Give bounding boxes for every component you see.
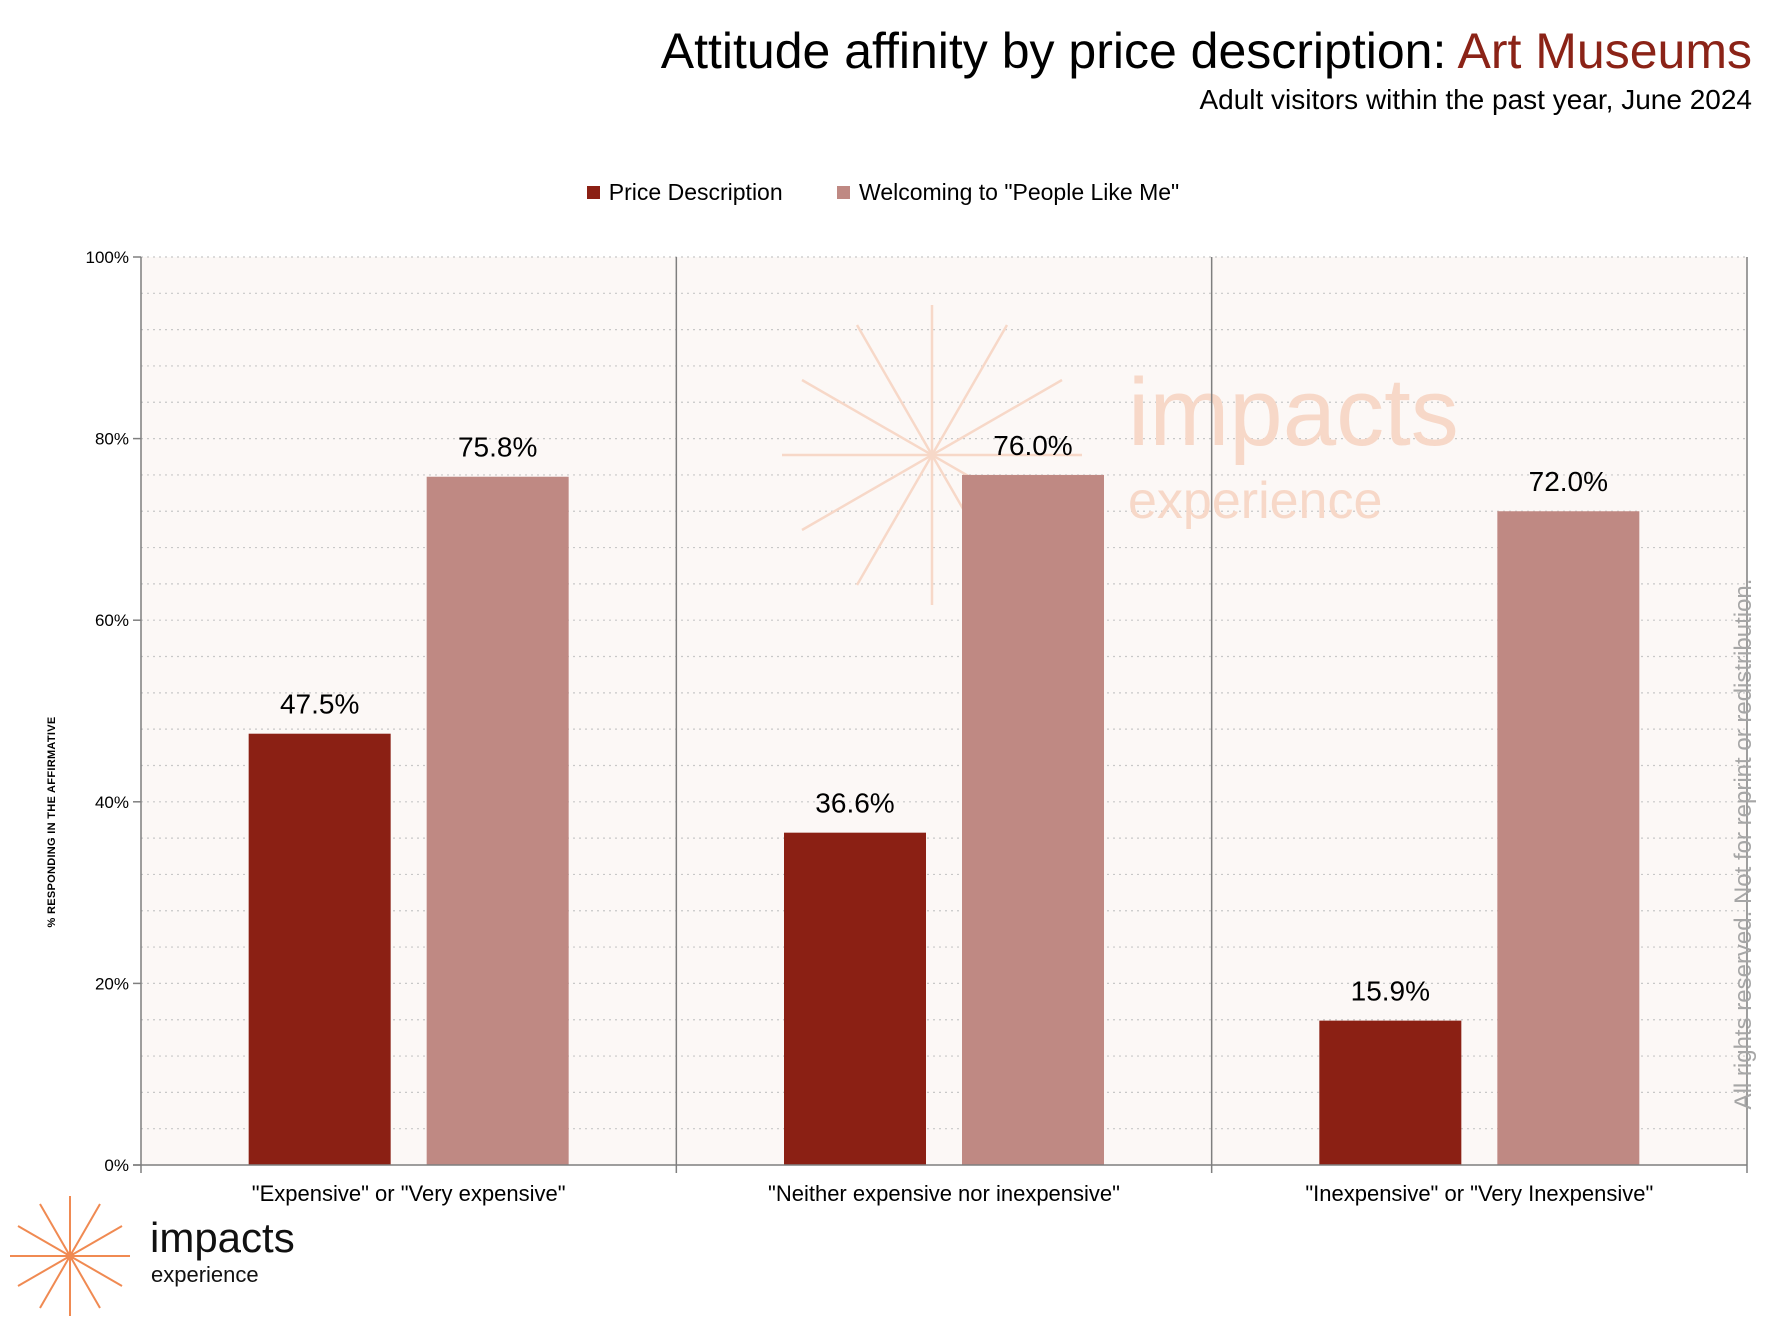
legend-label-price-description: Price Description (608, 179, 783, 206)
data-label: 72.0% (1529, 466, 1608, 497)
x-category-labels: "Expensive" or "Very expensive" "Neither … (252, 1181, 1654, 1206)
data-label: 36.6% (815, 788, 894, 819)
watermark-sub-text: experience (1128, 472, 1382, 530)
bar (962, 474, 1104, 1165)
legend-item-price-description: Price Description (586, 179, 783, 206)
bar (1319, 1020, 1462, 1165)
category-dividers (675, 257, 1213, 1173)
chart-title: Attitude affinity by price description: … (661, 22, 1752, 80)
starburst-icon (10, 1196, 130, 1316)
axes (133, 256, 1748, 1173)
legend-label-welcoming: Welcoming to "People Like Me" (859, 179, 1180, 206)
y-tick-label: 80% (95, 430, 129, 449)
chart-title-highlight: Art Museums (1457, 23, 1752, 79)
gridlines (141, 256, 1747, 1130)
watermark-main-text: impacts (1128, 359, 1459, 466)
bar (1497, 511, 1640, 1165)
y-axis-label: % RESPONDING IN THE AFFIRMATIVE (46, 716, 58, 928)
y-tick-label: 0% (104, 1156, 129, 1175)
legend-swatch-welcoming (837, 185, 851, 199)
x-category-label: "Expensive" or "Very expensive" (252, 1181, 566, 1206)
y-tick-label: 100% (86, 248, 129, 267)
x-category-label: "Neither expensive nor inexpensive" (768, 1181, 1120, 1206)
watermark: impacts experience (782, 305, 1459, 605)
bar (248, 733, 391, 1165)
y-tick-label: 60% (95, 611, 129, 630)
bars (248, 474, 1640, 1166)
legend-item-welcoming: Welcoming to "People Like Me" (837, 179, 1179, 206)
data-label: 15.9% (1351, 976, 1430, 1007)
data-label: 75.8% (458, 432, 537, 463)
logo-subtext: experience (151, 1262, 259, 1287)
y-tick-label: 20% (95, 974, 129, 993)
chart-title-prefix: Attitude affinity by price description: (660, 23, 1458, 79)
logo-text: impacts (150, 1214, 295, 1261)
plot-background (141, 257, 1747, 1165)
legend-swatch-price-description (586, 185, 600, 199)
data-label: 47.5% (280, 689, 359, 720)
y-tick-labels: 0% 20% 40% 60% 80% 100% (86, 248, 129, 1175)
x-category-label: "Inexpensive" or "Very Inexpensive" (1305, 1181, 1653, 1206)
rights-notice: All rights reserved. Not for reprint or … (1730, 578, 1757, 1110)
bar (426, 476, 569, 1166)
data-labels: 47.5% 75.8% 36.6% 76.0% 15.9% 72.0% (280, 430, 1608, 1007)
bar (784, 832, 926, 1165)
data-label: 76.0% (993, 430, 1072, 461)
chart-subtitle: Adult visitors within the past year, Jun… (1199, 84, 1752, 115)
chart-legend: Price Description Welcoming to "People L… (0, 178, 1766, 206)
y-tick-label: 40% (95, 793, 129, 812)
